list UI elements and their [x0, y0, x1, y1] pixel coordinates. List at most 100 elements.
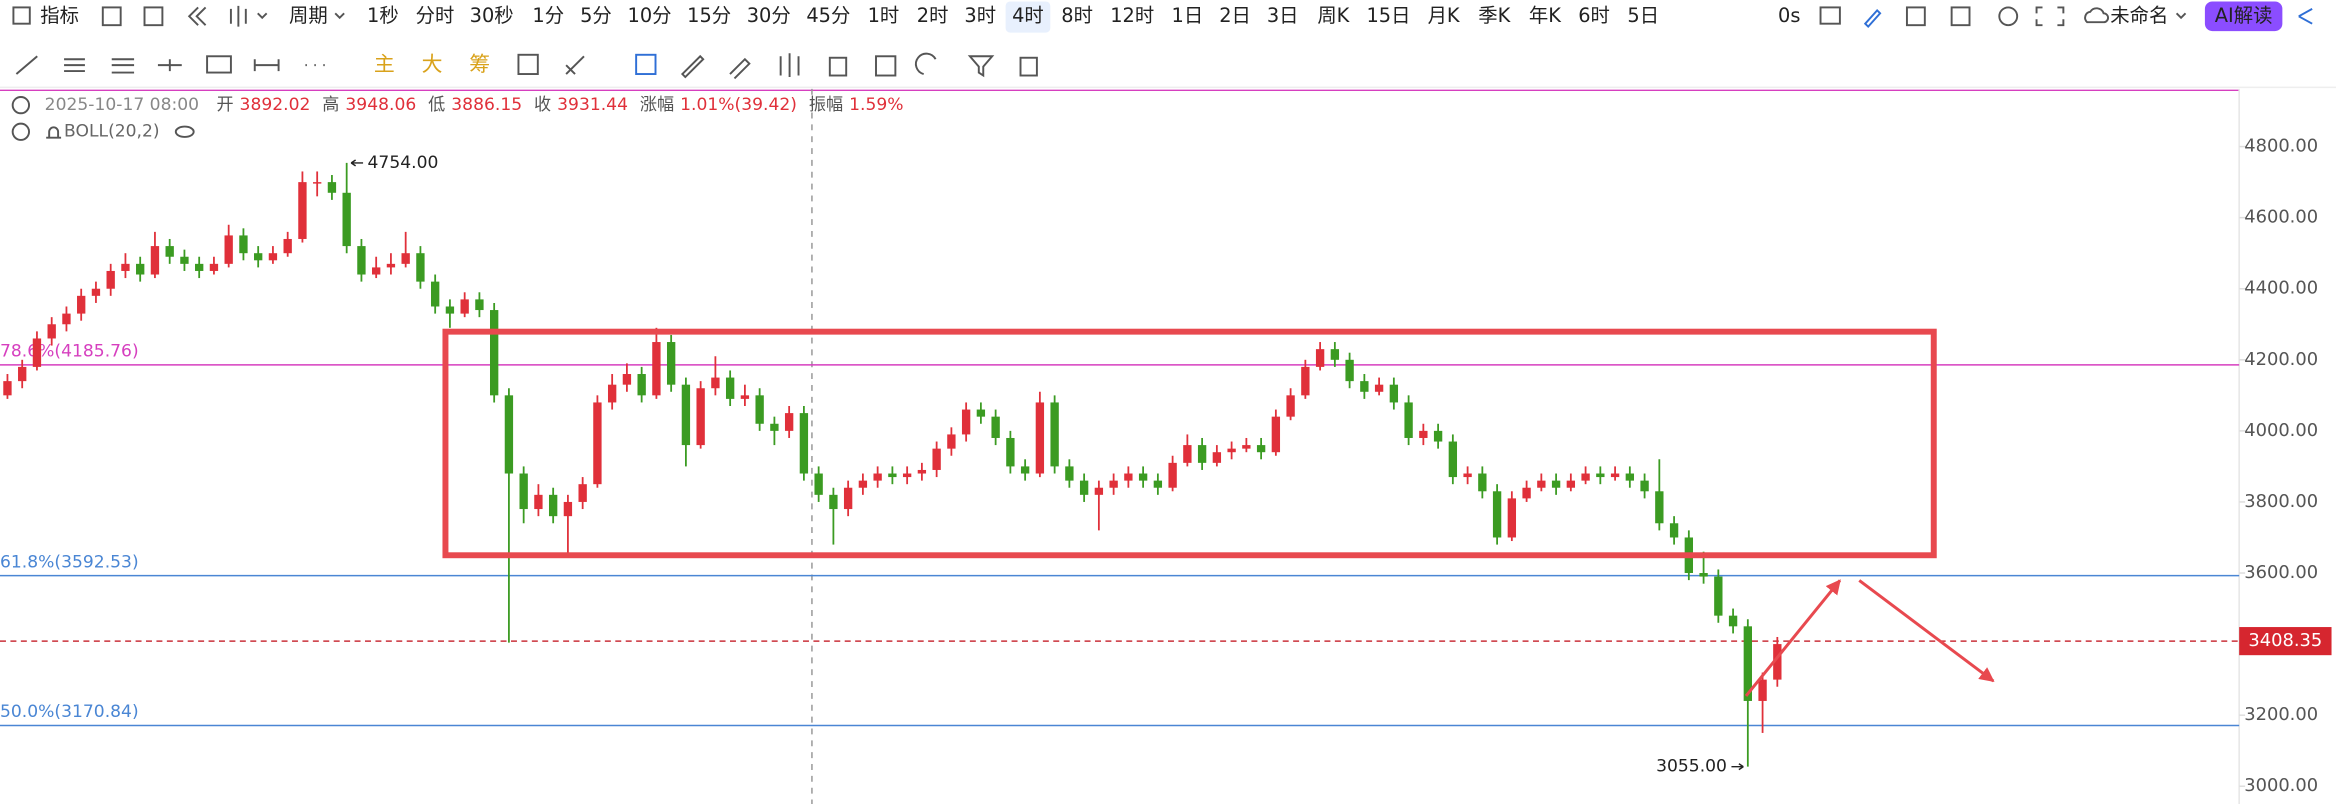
- cloud-icon[interactable]: [2084, 7, 2110, 24]
- candle-body: [563, 501, 573, 517]
- dropdown-icon[interactable]: [2175, 12, 2187, 20]
- grid-icon[interactable]: [143, 6, 164, 27]
- interval-button[interactable]: 1时: [868, 4, 900, 27]
- candle-body: [681, 384, 691, 446]
- interval-button[interactable]: 5分: [580, 4, 612, 27]
- candle-body: [1728, 615, 1738, 627]
- collapse-icon[interactable]: [11, 122, 31, 141]
- candle-body: [1581, 473, 1590, 481]
- visibility-icon[interactable]: [174, 125, 195, 138]
- interval-button[interactable]: 30分: [747, 4, 791, 27]
- camera-icon[interactable]: [1819, 6, 1841, 25]
- note-icon[interactable]: [875, 55, 897, 77]
- interval-button[interactable]: 4时: [1012, 4, 1044, 27]
- tool-icon[interactable]: [635, 53, 657, 75]
- layout-icon[interactable]: [101, 6, 122, 27]
- candle-body: [902, 473, 912, 478]
- candle-body: [1433, 430, 1443, 442]
- candle-body: [1286, 395, 1295, 417]
- candle-body: [283, 238, 292, 254]
- delete-icon[interactable]: [1019, 56, 1038, 77]
- filter-icon[interactable]: [967, 55, 995, 78]
- candle-body: [1256, 445, 1266, 453]
- chart-type-icon[interactable]: [229, 5, 247, 27]
- interval-button[interactable]: 8时: [1061, 4, 1093, 27]
- rect-tool[interactable]: [206, 55, 232, 74]
- candle-body: [1065, 466, 1074, 481]
- tool-icon[interactable]: [565, 55, 585, 75]
- interval-button[interactable]: 1分: [532, 4, 564, 27]
- interval-button[interactable]: 1日: [1172, 4, 1204, 27]
- interval-button[interactable]: 3时: [964, 4, 996, 27]
- interval-button[interactable]: 45分: [806, 4, 850, 27]
- range-box: [442, 328, 1937, 559]
- selected-interval-bg: [1005, 1, 1051, 33]
- candle-icon[interactable]: [779, 53, 800, 77]
- candle-body: [1197, 445, 1207, 463]
- interval-button[interactable]: 月K: [1428, 4, 1461, 27]
- interval-button[interactable]: 分时: [416, 4, 455, 27]
- dropdown-icon[interactable]: [334, 12, 345, 20]
- cross-tool[interactable]: [157, 59, 182, 72]
- candle-body: [622, 374, 632, 385]
- indicator-button[interactable]: 指标: [40, 4, 79, 27]
- interval-button[interactable]: 15日: [1366, 4, 1410, 27]
- candle-body: [357, 246, 366, 275]
- interval-button[interactable]: 季K: [1478, 4, 1511, 27]
- parallel-tool[interactable]: [111, 58, 135, 74]
- fullscreen-icon[interactable]: [2035, 6, 2065, 27]
- settings-icon[interactable]: [1998, 6, 2019, 27]
- ai-button-bg[interactable]: [2204, 1, 2283, 32]
- interval-button[interactable]: 周K: [1317, 4, 1350, 27]
- candle-body: [121, 263, 130, 271]
- interval-button[interactable]: 3日: [1267, 4, 1299, 27]
- interval-button[interactable]: 15分: [687, 4, 731, 27]
- measure-tool[interactable]: [253, 59, 280, 72]
- dropdown-icon[interactable]: [257, 12, 268, 20]
- timer: 0s: [1778, 4, 1800, 27]
- period-button[interactable]: 周期: [289, 4, 328, 27]
- file-name[interactable]: 未命名: [2110, 4, 2168, 27]
- candle-body: [209, 263, 219, 271]
- candle-body: [1315, 349, 1325, 367]
- indicator-icon[interactable]: [12, 6, 31, 25]
- interval-button[interactable]: 2时: [917, 4, 949, 27]
- candle-body: [298, 182, 307, 239]
- ai-button[interactable]: AI解读: [2215, 4, 2273, 27]
- candle-body: [47, 324, 56, 339]
- channel-tool[interactable]: [64, 58, 85, 73]
- candle-body: [1699, 573, 1708, 577]
- interval-button[interactable]: 12时: [1110, 4, 1154, 27]
- ruler-icon[interactable]: [680, 54, 705, 79]
- field-value: 1.59%: [849, 95, 903, 115]
- candle-body: [725, 377, 735, 399]
- magnet-icon[interactable]: [914, 52, 937, 75]
- save-icon[interactable]: [1950, 6, 1971, 27]
- draw-icon[interactable]: [1863, 8, 1882, 29]
- interval-button[interactable]: 5日: [1627, 4, 1659, 27]
- tool-icon[interactable]: [517, 53, 539, 75]
- candle-body: [814, 473, 823, 495]
- interval-button[interactable]: 1秒: [367, 4, 399, 27]
- share-icon[interactable]: [2298, 8, 2313, 25]
- interval-button[interactable]: 6时: [1578, 4, 1610, 27]
- lock-icon[interactable]: [828, 56, 848, 77]
- interval-button[interactable]: 年K: [1529, 4, 1562, 27]
- bell-icon[interactable]: [46, 126, 62, 139]
- window-icon[interactable]: [1905, 6, 1926, 27]
- collapse-icon[interactable]: [11, 96, 31, 115]
- candle-body: [888, 473, 897, 478]
- replay-icon[interactable]: [187, 6, 207, 26]
- interval-button[interactable]: 30秒: [470, 4, 514, 27]
- interval-button[interactable]: 2日: [1219, 4, 1251, 27]
- main-chart-button[interactable]: 主: [374, 52, 395, 76]
- candle-body: [740, 395, 750, 399]
- candle-body: [460, 299, 469, 314]
- chips-button[interactable]: 筹: [469, 52, 490, 76]
- pen-icon[interactable]: [729, 57, 751, 80]
- interval-button[interactable]: 10分: [628, 4, 672, 27]
- line-tool[interactable]: [15, 55, 38, 75]
- big-button[interactable]: 大: [422, 52, 443, 76]
- candle-body: [843, 487, 853, 510]
